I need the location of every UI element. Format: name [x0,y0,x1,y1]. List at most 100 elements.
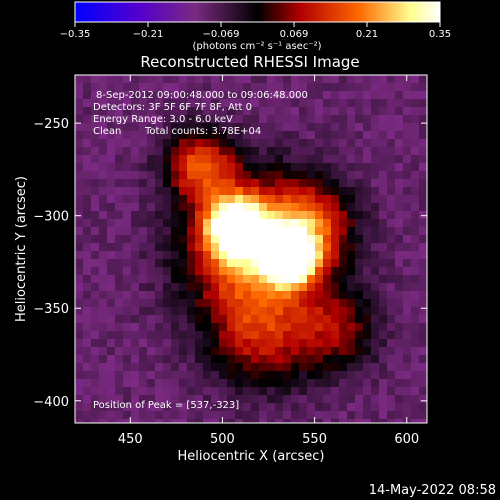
heatmap-cell [195,155,203,163]
heatmap-cell [315,331,323,339]
heatmap-cell [411,171,419,179]
heatmap-cell [259,227,267,235]
heatmap-cell [355,387,363,395]
heatmap-cell [163,203,171,211]
heatmap-cell [347,203,355,211]
heatmap-cell [323,283,331,291]
heatmap-cell [203,123,211,131]
heatmap-cell [419,91,427,99]
heatmap-cell [107,411,115,419]
heatmap-cell [347,219,355,227]
heatmap-cell [195,227,203,235]
heatmap-cell [91,219,99,227]
heatmap-cell [115,75,123,83]
heatmap-cell [227,379,235,387]
heatmap-cell [331,187,339,195]
heatmap-cell [387,323,395,331]
heatmap-cell [411,339,419,347]
heatmap-cell [259,403,267,411]
heatmap-cell [99,171,107,179]
heatmap-cell [403,259,411,267]
heatmap-cell [147,315,155,323]
heatmap-cell [139,99,147,107]
heatmap-cell [291,195,299,203]
heatmap-cell [387,115,395,123]
heatmap-cell [123,275,131,283]
heatmap-cell [75,403,83,411]
heatmap-cell [203,331,211,339]
heatmap-cell [91,411,99,419]
heatmap-cell [155,291,163,299]
heatmap-cell [139,363,147,371]
heatmap-cell [379,403,387,411]
heatmap-cell [163,99,171,107]
heatmap-cell [219,227,227,235]
heatmap-cell [259,171,267,179]
heatmap-cell [147,307,155,315]
heatmap-cell [163,259,171,267]
heatmap-cell [123,179,131,187]
heatmap-cell [411,219,419,227]
heatmap-cell [179,75,187,83]
heatmap-cell [331,299,339,307]
heatmap-cell [331,371,339,379]
heatmap-cell [331,347,339,355]
heatmap-cell [267,211,275,219]
heatmap-cell [283,363,291,371]
heatmap-cell [291,99,299,107]
heatmap-cell [283,323,291,331]
heatmap-cell [211,419,219,423]
heatmap-cell [147,331,155,339]
heatmap-cell [363,379,371,387]
heatmap-cell [387,395,395,403]
heatmap-cell [371,363,379,371]
heatmap-cell [155,403,163,411]
heatmap-cell [211,107,219,115]
heatmap-cell [187,163,195,171]
heatmap-cell [75,283,83,291]
heatmap-cell [267,411,275,419]
heatmap-cell [235,259,243,267]
heatmap-cell [171,387,179,395]
heatmap-cell [315,275,323,283]
heatmap-cell [315,403,323,411]
heatmap-cell [259,75,267,83]
heatmap-cell [299,291,307,299]
heatmap-cell [267,123,275,131]
heatmap-cell [131,99,139,107]
colorbar: −0.35 −0.21 −0.069 0.069 0.21 0.35 (photons c… [60,1,451,52]
heatmap-cell [227,211,235,219]
heatmap-cell [387,283,395,291]
heatmap-cell [403,395,411,403]
heatmap-cell [243,123,251,131]
heatmap-cell [283,163,291,171]
heatmap-cell [211,195,219,203]
heatmap-cell [115,347,123,355]
heatmap-cell [179,147,187,155]
heatmap-cell [211,163,219,171]
heatmap-cell [211,411,219,419]
heatmap-cell [131,227,139,235]
heatmap-cell [99,195,107,203]
heatmap-cell [99,379,107,387]
heatmap-cell [387,99,395,107]
heatmap-cell [323,187,331,195]
heatmap-cell [131,307,139,315]
heatmap-cell [227,123,235,131]
heatmap-cell [419,83,427,91]
heatmap-cell [227,315,235,323]
heatmap-cell [139,195,147,203]
heatmap-cell [251,123,259,131]
heatmap-cell [363,227,371,235]
heatmap-cell [107,187,115,195]
heatmap-cell [339,187,347,195]
heatmap-cell [115,235,123,243]
heatmap-cell [307,307,315,315]
heatmap-cell [419,243,427,251]
heatmap-cell [179,267,187,275]
heatmap-cell [275,227,283,235]
colorbar-ticks: −0.35 −0.21 −0.069 0.069 0.21 0.35 [60,22,451,40]
heatmap-cell [187,131,195,139]
heatmap-cell [307,179,315,187]
heatmap-cell [387,211,395,219]
